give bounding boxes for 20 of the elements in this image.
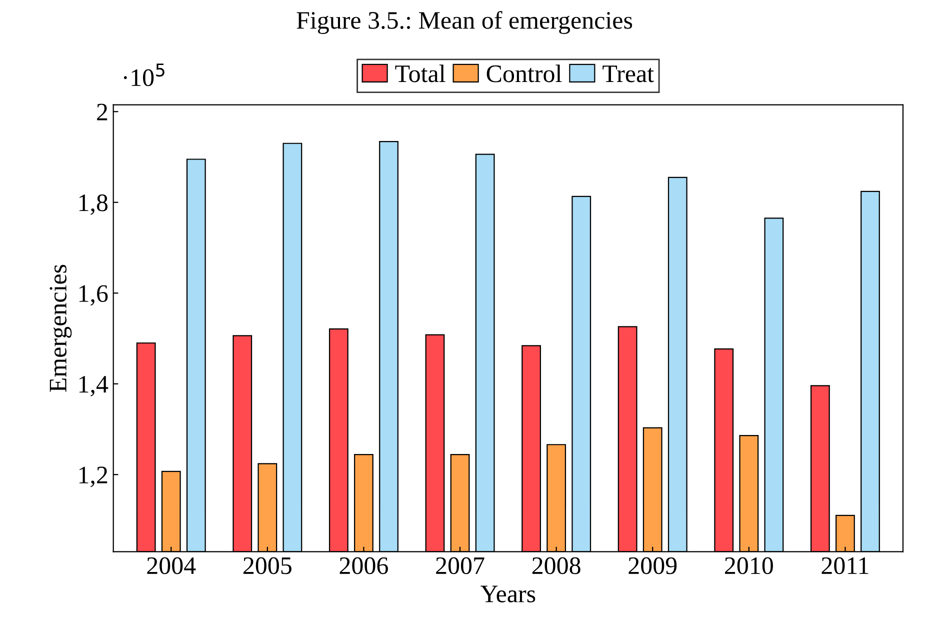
x-tick-label: 2011	[822, 557, 868, 574]
legend-label: Treat	[602, 66, 654, 82]
y-tick-label: 1,2	[79, 466, 108, 488]
x-tick-label: 2009	[628, 557, 677, 574]
legend-label: Control	[486, 64, 562, 82]
legend-label: Total	[395, 64, 446, 82]
y-tick-label: 2	[97, 104, 108, 120]
x-tick-label: 2007	[436, 557, 484, 574]
x-tick-label: 2008	[532, 557, 580, 574]
x-tick-label: 2005	[244, 557, 292, 574]
x-tick-label: 2010	[725, 557, 773, 574]
x-tick-label: 2004	[147, 557, 196, 574]
x-tick-label: 2006	[340, 557, 388, 574]
text: ·10$^{5}$	[124, 64, 164, 86]
x-axis-title: Years	[480, 586, 536, 602]
chart-title: Figure 3.5.: Mean of emergencies	[296, 11, 632, 34]
y-tick-label: 1,8	[79, 194, 108, 215]
y-tick-label: 1,6	[79, 285, 108, 306]
y-axis-title: Emergencies	[50, 264, 72, 392]
y-tick-label: 1,4	[79, 376, 108, 396]
